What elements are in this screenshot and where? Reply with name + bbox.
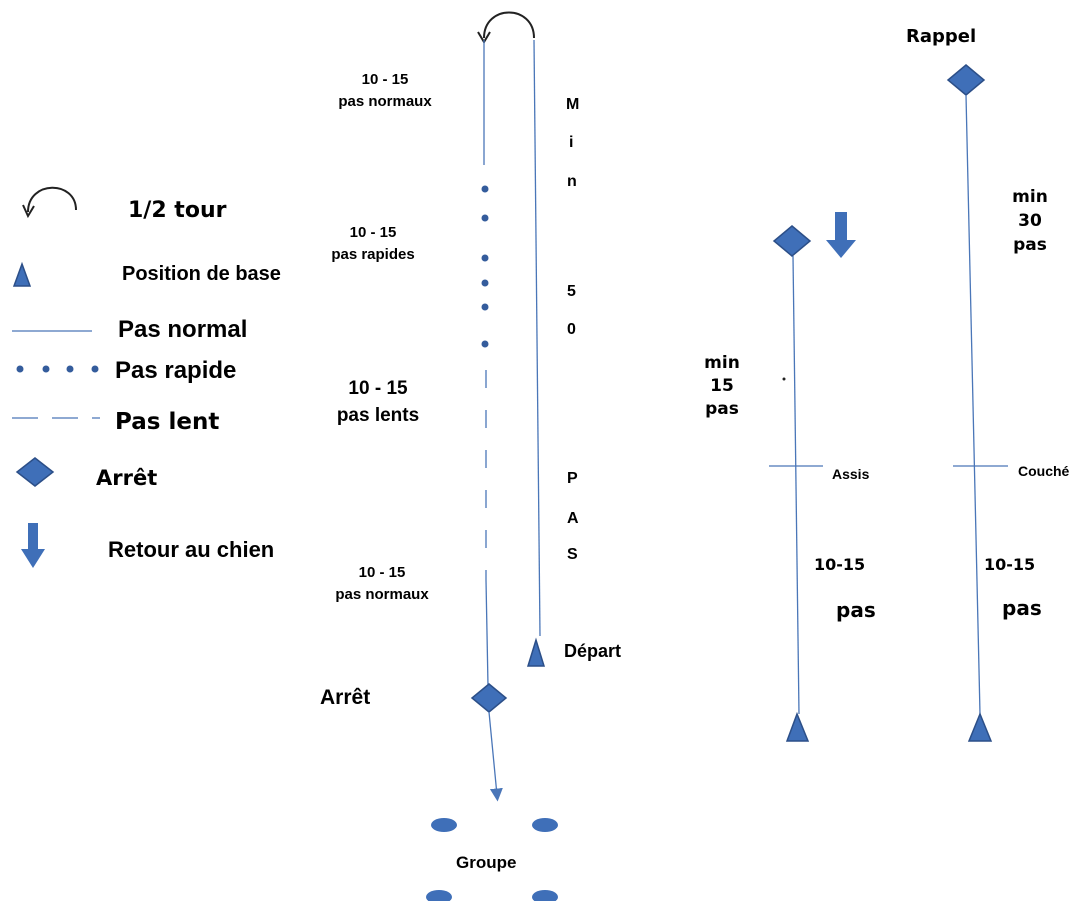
- legend-down-arrow-icon: [21, 523, 45, 568]
- return-letter: i: [569, 134, 574, 151]
- return-letter: 0: [567, 321, 576, 338]
- segment-slow-count: 10 - 15: [348, 378, 408, 399]
- segment-fast-label: 10 - 15 pas rapides: [313, 222, 433, 266]
- legend-fast-step-dots: [16, 365, 99, 373]
- sit-mark-label: Assis: [832, 466, 870, 482]
- segment-normal-bottom-text: pas normaux: [335, 585, 429, 603]
- sit-distance-count: 10-15: [814, 555, 866, 574]
- sit-small-dot: [782, 377, 786, 381]
- course-start-triangle-icon: [526, 637, 546, 667]
- course-stop-label: Arrêt: [320, 686, 371, 709]
- sit-down-arrow-icon: [826, 212, 856, 258]
- segment-normal-top-count: 10 - 15: [361, 71, 409, 88]
- sit-diamond-icon: [772, 225, 812, 257]
- start-label: Départ: [564, 641, 622, 661]
- course-fast-dots: [481, 185, 489, 348]
- return-letter: P: [567, 470, 578, 487]
- legend-slow-step-label: Pas lent: [115, 409, 220, 435]
- return-letter: M: [566, 96, 580, 113]
- segment-slow-label: 10 - 15 pas lents: [318, 376, 438, 429]
- down-top-diamond-icon: [946, 64, 986, 96]
- down-distance-count: 10-15: [984, 555, 1036, 574]
- legend-base-position-label: Position de base: [122, 263, 281, 285]
- sit-top-label: min 15 pas: [704, 353, 740, 419]
- course-half-turn-arc: [483, 11, 535, 39]
- segment-normal-top-text: pas normaux: [338, 92, 432, 110]
- legend-diamond-icon: [15, 457, 55, 487]
- legend-triangle-icon: [12, 261, 32, 287]
- sit-distance-unit: pas: [836, 598, 876, 622]
- sit-exercise: [769, 212, 856, 742]
- down-title: Rappel: [906, 26, 977, 47]
- course-stop-diamond-icon: [470, 683, 508, 713]
- course-group-arrow: [488, 711, 503, 802]
- down-mark-label: Couché: [1018, 463, 1070, 479]
- return-letter: 5: [567, 283, 576, 300]
- group-ellipse-icons: [426, 818, 558, 901]
- return-letter: S: [567, 546, 578, 563]
- segment-normal-top-label: 10 - 15 pas normaux: [325, 69, 445, 113]
- legend-half-turn-label: 1/2 tour: [128, 198, 227, 223]
- segment-slow-text: pas lents: [336, 404, 420, 426]
- legend-half-turn-icon: [22, 186, 77, 219]
- down-line: [965, 94, 981, 715]
- segment-normal-bottom-count: 10 - 15: [358, 564, 406, 581]
- down-top-label: min 30 pas: [1012, 187, 1048, 255]
- legend-normal-step-label: Pas normal: [118, 316, 248, 343]
- down-exercise: [946, 64, 1008, 742]
- down-base-triangle-icon: [967, 712, 993, 742]
- legend-return-label: Retour au chien: [108, 537, 275, 562]
- course-return-line: [533, 39, 541, 637]
- group-label: Groupe: [456, 853, 517, 872]
- down-distance-unit: pas: [1002, 596, 1042, 620]
- legend-stop-label: Arrêt: [96, 466, 158, 490]
- course-normal-bottom-line: [485, 579, 489, 687]
- legend-fast-step-label: Pas rapide: [115, 357, 237, 384]
- return-letter: A: [567, 510, 579, 527]
- segment-fast-text: pas rapides: [331, 245, 415, 263]
- segment-normal-bottom-label: 10 - 15 pas normaux: [322, 562, 442, 606]
- segment-fast-count: 10 - 15: [349, 224, 397, 241]
- return-letter: n: [567, 173, 577, 190]
- heel-course: [426, 11, 558, 901]
- sit-line: [792, 255, 800, 715]
- sit-base-triangle-icon: [785, 711, 810, 742]
